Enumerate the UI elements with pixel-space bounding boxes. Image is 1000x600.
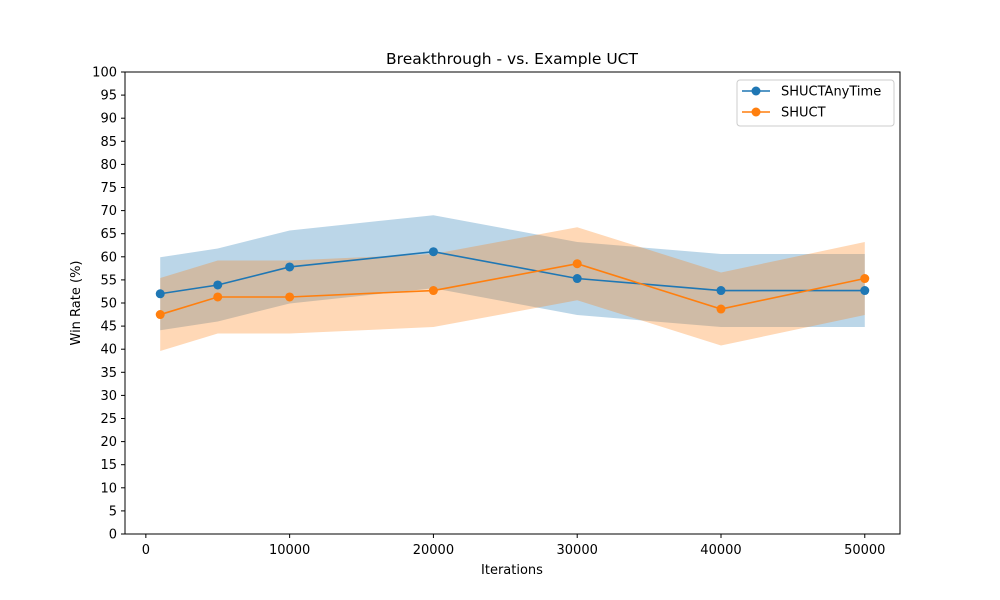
y-tick-label: 85 xyxy=(100,135,117,150)
y-axis-ticks: 0 5 10 15 20 25 30 35 40 45 50 55 60 65 70 75 80 85 90 95 10… xyxy=(92,66,125,543)
x-tick-label: 0 xyxy=(142,543,150,558)
legend: SHUCTAnyTime SHUCT xyxy=(736,79,895,127)
y-tick-label: 100 xyxy=(92,66,117,81)
x-tick-label: 20000 xyxy=(413,543,454,558)
y-tick-label: 25 xyxy=(100,412,117,427)
y-tick-label: 45 xyxy=(100,320,117,335)
y-tick-label: 5 xyxy=(109,504,117,519)
x-axis-label: Iterations xyxy=(481,563,543,578)
y-tick-label: 65 xyxy=(100,227,117,242)
x-tick-label: 50000 xyxy=(844,543,885,558)
data-point-shuct xyxy=(428,286,438,296)
y-tick-label: 30 xyxy=(100,389,117,404)
data-point-shuctanytime xyxy=(716,286,726,296)
data-point-shuctanytime xyxy=(860,286,870,296)
confidence-band-shuct xyxy=(160,227,865,352)
x-tick-label: 40000 xyxy=(700,543,741,558)
confidence-band-shuctanytime xyxy=(160,215,865,331)
series-markers xyxy=(155,247,870,320)
legend-marker-shuct xyxy=(751,107,761,117)
x-tick-label: 30000 xyxy=(557,543,598,558)
legend-marker-shuctanytime xyxy=(751,86,761,96)
y-tick-label: 80 xyxy=(100,158,117,173)
y-axis-label: Win Rate (%) xyxy=(69,261,84,346)
y-tick-label: 15 xyxy=(100,458,117,473)
chart-title: Breakthrough - vs. Example UCT xyxy=(386,50,638,68)
data-point-shuctanytime xyxy=(428,247,438,257)
data-point-shuct xyxy=(155,310,165,320)
x-tick-label: 10000 xyxy=(269,543,310,558)
x-axis-ticks: 0 10000 20000 30000 40000 50000 xyxy=(142,534,885,558)
data-point-shuct xyxy=(572,259,582,269)
confidence-bands xyxy=(160,215,865,352)
y-tick-label: 0 xyxy=(109,528,117,543)
y-tick-label: 35 xyxy=(100,366,117,381)
legend-box xyxy=(736,79,895,127)
legend-label-shuct: SHUCT xyxy=(781,106,826,121)
data-point-shuct xyxy=(716,304,726,314)
data-point-shuctanytime xyxy=(213,280,223,290)
data-point-shuct xyxy=(285,292,295,302)
y-tick-label: 75 xyxy=(100,181,117,196)
data-point-shuctanytime xyxy=(155,289,165,299)
y-tick-label: 60 xyxy=(100,250,117,265)
y-tick-label: 90 xyxy=(100,112,117,127)
y-tick-label: 50 xyxy=(100,297,117,312)
data-point-shuctanytime xyxy=(285,262,295,272)
data-point-shuct xyxy=(860,274,870,284)
y-tick-label: 20 xyxy=(100,435,117,450)
legend-label-shuctanytime: SHUCTAnyTime xyxy=(781,85,881,100)
y-tick-label: 10 xyxy=(100,481,117,496)
y-tick-label: 55 xyxy=(100,273,117,288)
y-tick-label: 70 xyxy=(100,204,117,219)
data-point-shuct xyxy=(213,292,223,302)
data-point-shuctanytime xyxy=(572,274,582,284)
y-tick-label: 95 xyxy=(100,89,117,104)
y-tick-label: 40 xyxy=(100,343,117,358)
